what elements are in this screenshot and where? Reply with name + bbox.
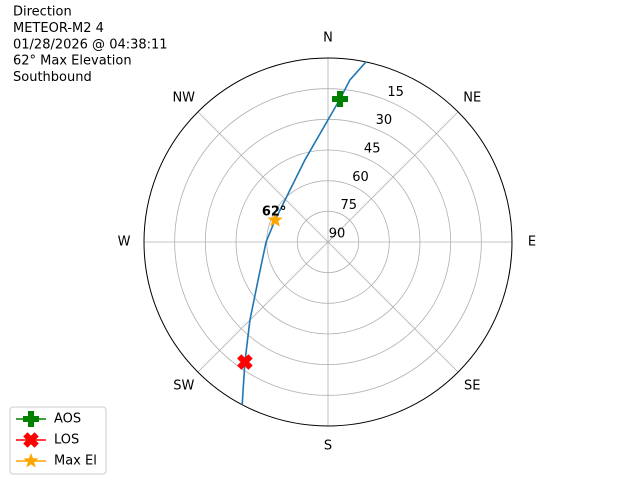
title-line: METEOR-M2 4 [13, 21, 104, 36]
radial-tick-label: 45 [364, 142, 381, 157]
title-line: Southbound [13, 70, 92, 85]
angle-tick-label: NW [172, 90, 195, 105]
title-line: 01/28/2026 @ 04:38:11 [13, 37, 168, 52]
grid-spoke [327, 241, 459, 373]
angle-tick-label: E [528, 235, 536, 250]
grid-spoke [327, 111, 459, 243]
marker-plus [332, 90, 349, 107]
polar-frame [143, 57, 513, 427]
angle-tick-label: S [324, 439, 332, 454]
legend-label: LOS [54, 433, 79, 448]
legend-marker [23, 432, 39, 448]
legend-marker [23, 411, 39, 427]
angle-tick-label: W [118, 235, 131, 250]
marker-star [267, 212, 283, 227]
grid-spoke [197, 241, 329, 373]
radial-tick-label: 90 [329, 227, 346, 242]
annotation: 62° [262, 205, 287, 220]
angle-tick-label: SE [464, 379, 480, 394]
angle-tick-label: N [323, 31, 333, 46]
angle-tick-label: SW [173, 379, 194, 394]
legend-label: Max El [54, 454, 97, 469]
radial-tick-label: 30 [376, 113, 393, 128]
legend-marker [23, 453, 39, 468]
radial-tick-label: 60 [352, 170, 369, 185]
grid-spoke [197, 111, 329, 243]
radial-tick-label: 75 [340, 198, 357, 213]
title-line: 62° Max Elevation [13, 54, 132, 69]
angle-tick-label: NE [463, 90, 481, 105]
marker-x [237, 354, 253, 370]
radial-tick-label: 15 [387, 85, 404, 100]
legend-label: AOS [54, 412, 81, 427]
title-line: Direction [13, 5, 72, 20]
